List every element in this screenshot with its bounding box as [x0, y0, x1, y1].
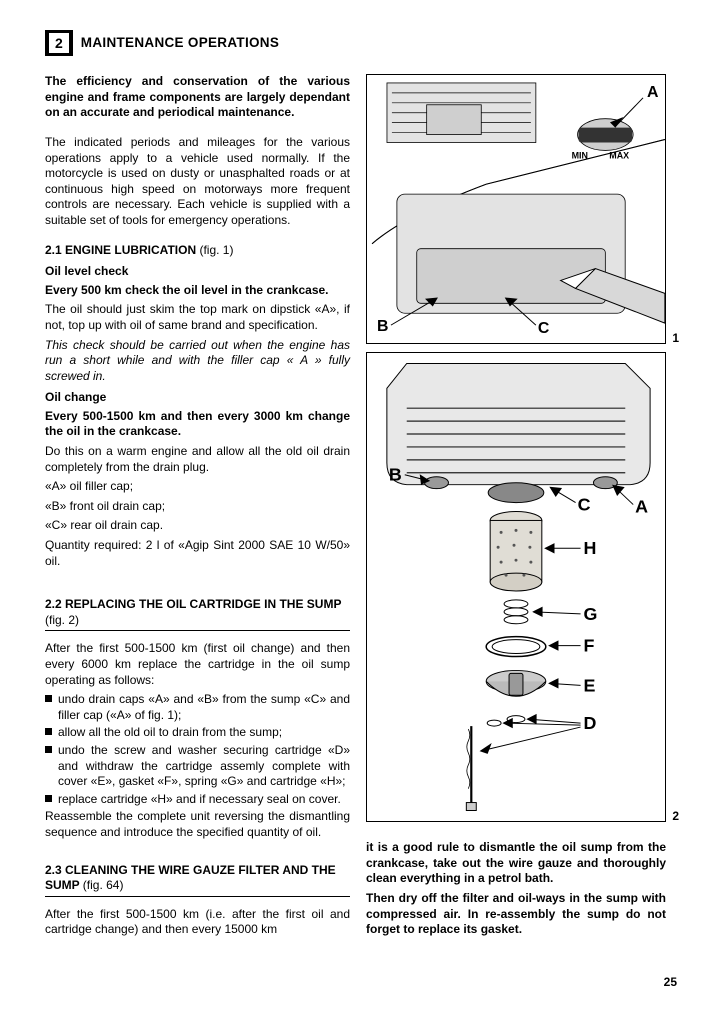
- s23-continuation: it is a good rule to dismantle the oil s…: [366, 840, 666, 938]
- right-column: MIN MAX A B C 1: [366, 74, 666, 942]
- s22-bullet-1: undo drain caps «A» and «B» from the sum…: [45, 692, 350, 723]
- figure-1-svg: MIN MAX A B C: [367, 75, 665, 343]
- section-2-1-heading: 2.1 ENGINE LUBRICATION (fig. 1): [45, 243, 350, 259]
- engine-cylinder: [387, 83, 536, 143]
- square-bullet-icon: [45, 746, 52, 753]
- s23-p2: it is a good rule to dismantle the oil s…: [366, 840, 666, 887]
- oil-change-l1: «A» oil filler cap;: [45, 479, 350, 495]
- chapter-number-box: 2: [45, 30, 73, 56]
- s22-p2: Reassemble the complete unit reversing t…: [45, 809, 350, 840]
- figure-2-label-h: H: [584, 538, 597, 558]
- figure-2-svg: B C A H G F E D: [367, 353, 665, 821]
- figure-1-number: 1: [672, 331, 679, 347]
- square-bullet-icon: [45, 795, 52, 802]
- figure-2-label-g: G: [584, 604, 598, 624]
- chapter-header: 2 MAINTENANCE OPERATIONS: [45, 30, 680, 56]
- s22-bullet-3: undo the screw and washer securing cartr…: [45, 743, 350, 790]
- figure-2-label-d: D: [584, 713, 597, 733]
- figure-2-number: 2: [672, 809, 679, 825]
- spring: [504, 600, 528, 624]
- intro-paragraph-1: The efficiency and conservation of the v…: [45, 74, 350, 121]
- cartridge-cover: [486, 671, 546, 697]
- oil-level-p3: This check should be carried out when th…: [45, 338, 350, 385]
- s22-bullet-4: replace cartridge «H» and if necessary s…: [45, 792, 350, 808]
- figure-2: B C A H G F E D: [366, 352, 666, 822]
- max-label: MAX: [609, 151, 629, 161]
- page-number: 25: [664, 975, 677, 991]
- oil-level-p2: The oil should just skim the top mark on…: [45, 302, 350, 333]
- oil-change-p2: Do this on a warm engine and allow all t…: [45, 444, 350, 475]
- square-bullet-icon: [45, 695, 52, 702]
- intro-paragraph-2: The indicated periods and mileages for t…: [45, 135, 350, 229]
- s23-p3: Then dry off the filter and oil-ways in …: [366, 891, 666, 938]
- figure-2-label-e: E: [584, 675, 596, 695]
- figure-2-label-a: A: [635, 497, 648, 517]
- figure-1-label-a: A: [647, 84, 659, 101]
- oil-level-check-heading: Oil level check: [45, 264, 350, 280]
- oil-change-l2: «B» front oil drain cap;: [45, 499, 350, 515]
- s22-bullet-2: allow all the old oil to drain from the …: [45, 725, 350, 741]
- screw-washer: [466, 716, 525, 811]
- figure-2-label-b: B: [389, 465, 402, 485]
- oil-level-p1: Every 500 km check the oil level in the …: [45, 283, 350, 299]
- figure-2-label-f: F: [584, 636, 595, 656]
- chapter-title: MAINTENANCE OPERATIONS: [81, 34, 279, 52]
- oil-change-p1: Every 500-1500 km and then every 3000 km…: [45, 409, 350, 440]
- figure-2-label-c: C: [578, 495, 591, 515]
- oil-change-l3: «C» rear oil drain cap.: [45, 518, 350, 534]
- section-2-2-heading: 2.2 REPLACING THE OIL CARTRIDGE IN THE S…: [45, 587, 350, 635]
- s22-p1: After the first 500-1500 km (first oil c…: [45, 641, 350, 688]
- chapter-number: 2: [49, 33, 69, 53]
- section-2-3-heading: 2.3 CLEANING THE WIRE GAUZE FILTER AND T…: [45, 853, 350, 901]
- figure-1-label-b: B: [377, 318, 388, 335]
- left-column: The efficiency and conservation of the v…: [45, 74, 350, 942]
- figure-1: MIN MAX A B C 1: [366, 74, 666, 344]
- min-label: MIN: [572, 151, 588, 161]
- oil-change-p3: Quantity required: 2 l of «Agip Sint 200…: [45, 538, 350, 569]
- s23-p1: After the first 500-1500 km (i.e. after …: [45, 907, 350, 938]
- figure-1-label-c: C: [538, 320, 550, 337]
- square-bullet-icon: [45, 728, 52, 735]
- oil-change-heading: Oil change: [45, 390, 350, 406]
- oil-cartridge: [490, 512, 542, 591]
- page-columns: The efficiency and conservation of the v…: [45, 74, 680, 942]
